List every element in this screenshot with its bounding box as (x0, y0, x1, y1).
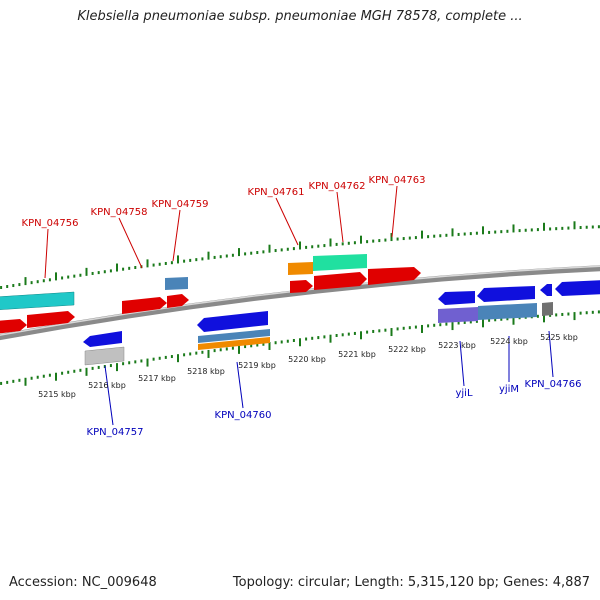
leader-line (118, 217, 143, 269)
forward-gene-labels: KPN_04756 KPN_04758 KPN_04759 KPN_04761 KPN_… (22, 175, 426, 279)
forward-gene-label[interactable]: KPN_04759 (152, 199, 209, 210)
forward-gene-label[interactable]: KPN_04758 (91, 207, 148, 218)
leader-line (336, 191, 344, 243)
reverse-inner-genes (83, 280, 600, 347)
gene-blue[interactable] (555, 280, 600, 296)
scale-label: 5217 kbp (138, 374, 176, 383)
leader-line (104, 365, 114, 426)
genome-backbone (0, 265, 600, 341)
leader-line (275, 197, 299, 246)
gene-blue[interactable] (83, 331, 122, 347)
gene-cyan-outer[interactable] (0, 291, 75, 310)
gene-red[interactable] (122, 297, 167, 314)
gene-gray-outer[interactable] (542, 302, 553, 316)
gene-red[interactable] (290, 280, 313, 293)
leader-line (459, 340, 465, 387)
leader-line (236, 361, 244, 409)
reverse-gene-label[interactable]: KPN_04766 (525, 379, 582, 390)
gene-steel-outer[interactable] (478, 303, 537, 320)
gene-orange-outer[interactable] (288, 262, 313, 275)
scale-label: 5219 kbp (238, 361, 276, 370)
gene-red[interactable] (27, 311, 75, 328)
forward-gene-label[interactable]: KPN_04756 (22, 218, 79, 229)
genome-stats-text: Topology: circular; Length: 5,315,120 bp… (232, 575, 590, 590)
gene-gray-outer[interactable] (84, 346, 125, 366)
reverse-gene-label[interactable]: yjiM (499, 384, 519, 395)
scale-label: 5224 kbp (490, 337, 528, 346)
forward-gene-label[interactable]: KPN_04763 (369, 175, 426, 186)
gene-red[interactable] (314, 272, 367, 290)
gene-violet-outer[interactable] (438, 307, 478, 323)
forward-outer-genes (0, 254, 367, 310)
reverse-gene-labels: KPN_04757 KPN_04760 yjiL yjiM KPN_04766 (87, 330, 582, 438)
genome-backbone-highlight (0, 265, 600, 336)
gene-red[interactable] (167, 294, 189, 308)
gene-orange-outer[interactable] (198, 337, 270, 350)
leader-line (44, 228, 49, 279)
gene-teal-outer[interactable] (313, 254, 367, 271)
gene-steel-outer[interactable] (165, 277, 188, 290)
forward-inner-genes (0, 267, 421, 334)
scale-labels: 5215 kbp 5216 kbp 5217 kbp 5218 kbp 5219 kbp… (38, 333, 578, 399)
forward-gene-label[interactable]: KPN_04761 (248, 187, 305, 198)
reverse-gene-label[interactable]: KPN_04757 (87, 427, 144, 438)
reverse-gene-label[interactable]: yjiL (455, 388, 472, 399)
leader-line (172, 209, 181, 262)
scale-label: 5223 kbp (438, 341, 476, 350)
reverse-outer-genes (84, 302, 553, 366)
scale-label: 5218 kbp (187, 367, 225, 376)
leader-line (391, 185, 398, 238)
gene-red[interactable] (368, 267, 421, 285)
forward-gene-label[interactable]: KPN_04762 (309, 181, 366, 192)
scale-label: 5221 kbp (338, 350, 376, 359)
map-title: Klebsiella pneumoniae subsp. pneumoniae … (77, 9, 523, 24)
gene-blue[interactable] (477, 286, 535, 302)
scale-label: 5216 kbp (88, 381, 126, 390)
accession-text: Accession: NC_009648 (9, 575, 157, 590)
gene-blue[interactable] (438, 291, 475, 305)
gene-blue[interactable] (197, 311, 268, 332)
scale-label: 5215 kbp (38, 390, 76, 399)
outer-tick-ring (0, 221, 600, 290)
leader-line (548, 330, 554, 378)
gene-steel-outer[interactable] (198, 329, 270, 343)
reverse-gene-label[interactable]: KPN_04760 (215, 410, 272, 421)
gene-red[interactable] (0, 319, 27, 334)
scale-label: 5225 kbp (540, 333, 578, 342)
scale-label: 5222 kbp (388, 345, 426, 354)
gene-blue[interactable] (540, 284, 552, 296)
scale-label: 5220 kbp (288, 355, 326, 364)
